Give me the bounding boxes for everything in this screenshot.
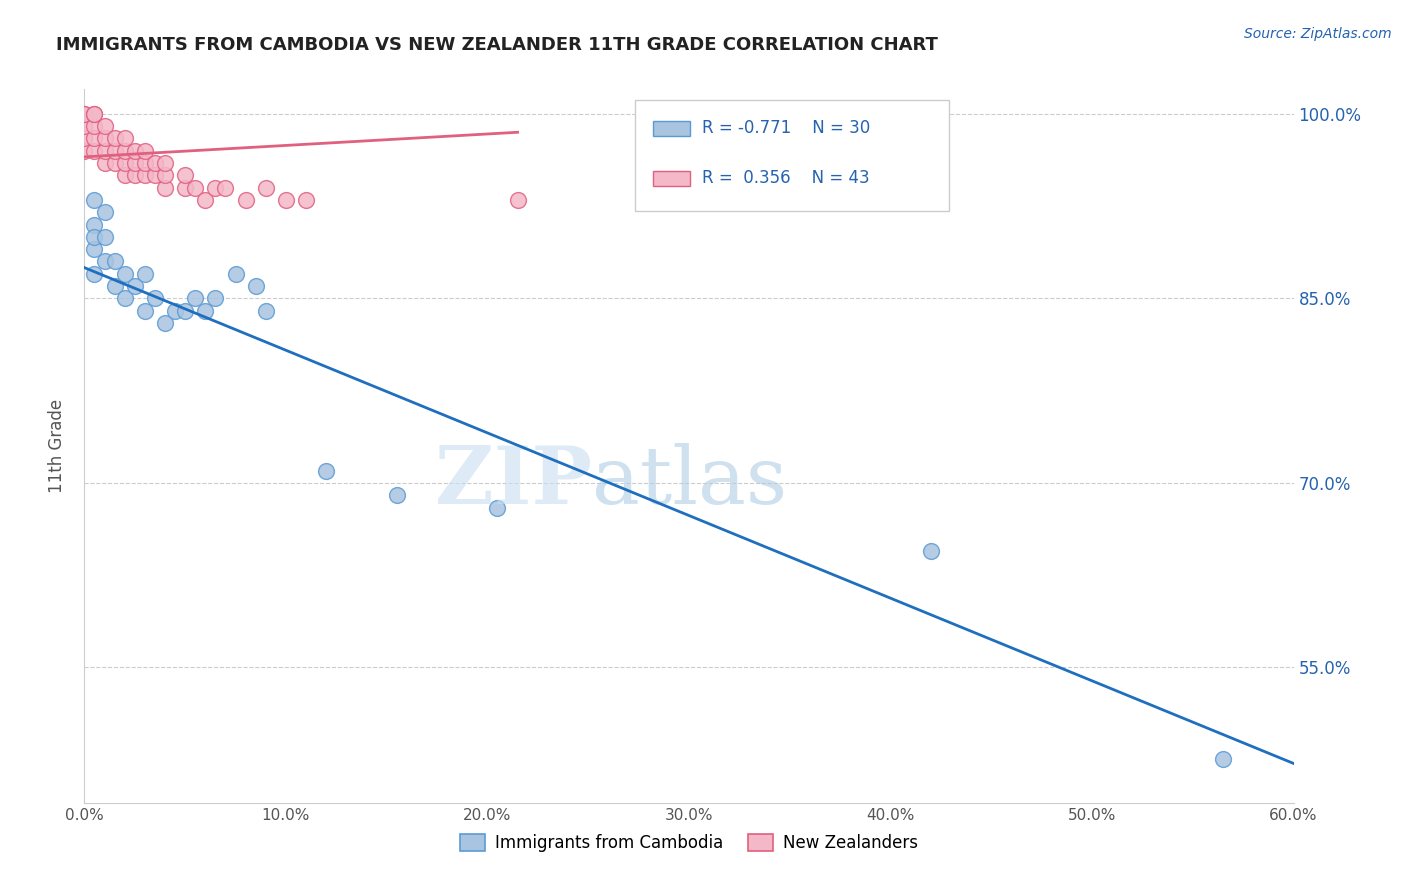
Point: [104, 131, 127, 145]
Point: [124, 279, 146, 293]
Point: [194, 193, 217, 207]
Point: [114, 144, 136, 158]
Point: [104, 279, 127, 293]
Point: [93, 230, 115, 244]
Point: [124, 156, 146, 170]
Point: [235, 193, 257, 207]
Point: [184, 180, 207, 194]
Point: [73, 131, 96, 145]
Point: [194, 303, 217, 318]
Point: [83, 119, 105, 133]
Point: [124, 144, 146, 158]
Point: [134, 303, 156, 318]
Point: [83, 230, 105, 244]
Point: [214, 180, 236, 194]
Point: [114, 267, 136, 281]
Point: [204, 291, 226, 305]
Point: [73, 107, 96, 121]
Text: ZIP: ZIP: [436, 442, 592, 521]
Y-axis label: 11th Grade: 11th Grade: [48, 399, 66, 493]
Point: [83, 144, 105, 158]
Point: [1212, 751, 1234, 765]
FancyBboxPatch shape: [634, 100, 949, 211]
Text: R =  0.356    N = 43: R = 0.356 N = 43: [702, 169, 870, 187]
Point: [204, 180, 226, 194]
Point: [245, 279, 267, 293]
Point: [295, 193, 318, 207]
Point: [920, 543, 942, 558]
Point: [93, 131, 115, 145]
Point: [93, 205, 115, 219]
Point: [114, 291, 136, 305]
Point: [73, 144, 96, 158]
Point: [114, 131, 136, 145]
Point: [153, 169, 176, 183]
Point: [83, 107, 105, 121]
Point: [104, 254, 127, 268]
Point: [93, 144, 115, 158]
Bar: [652, 170, 690, 186]
Point: [143, 291, 166, 305]
Point: [506, 193, 529, 207]
Point: [174, 303, 197, 318]
Point: [134, 267, 156, 281]
Point: [134, 156, 156, 170]
Point: [143, 169, 166, 183]
Point: [143, 156, 166, 170]
Point: [254, 180, 277, 194]
Point: [83, 131, 105, 145]
Point: [225, 267, 247, 281]
Point: [134, 144, 156, 158]
Point: [83, 267, 105, 281]
Point: [104, 156, 127, 170]
Point: [153, 316, 176, 330]
Point: [174, 169, 197, 183]
Point: [165, 303, 187, 318]
Point: [114, 156, 136, 170]
Legend: Immigrants from Cambodia, New Zealanders: Immigrants from Cambodia, New Zealanders: [453, 827, 925, 859]
Point: [153, 180, 176, 194]
Point: [184, 291, 207, 305]
Point: [274, 193, 297, 207]
Point: [83, 218, 105, 232]
Point: [385, 488, 408, 502]
Point: [124, 169, 146, 183]
Point: [254, 303, 277, 318]
Text: R = -0.771    N = 30: R = -0.771 N = 30: [702, 120, 870, 137]
Bar: [652, 120, 690, 136]
Point: [73, 119, 96, 133]
Text: Source: ZipAtlas.com: Source: ZipAtlas.com: [1244, 27, 1392, 41]
Point: [83, 107, 105, 121]
Text: atlas: atlas: [592, 442, 787, 521]
Point: [486, 500, 509, 515]
Point: [83, 242, 105, 256]
Point: [73, 107, 96, 121]
Point: [315, 464, 337, 478]
Point: [153, 156, 176, 170]
Point: [93, 119, 115, 133]
Point: [114, 169, 136, 183]
Point: [83, 193, 105, 207]
Point: [174, 180, 197, 194]
Text: IMMIGRANTS FROM CAMBODIA VS NEW ZEALANDER 11TH GRADE CORRELATION CHART: IMMIGRANTS FROM CAMBODIA VS NEW ZEALANDE…: [56, 36, 938, 54]
Point: [93, 254, 115, 268]
Point: [93, 156, 115, 170]
Point: [134, 169, 156, 183]
Point: [104, 144, 127, 158]
